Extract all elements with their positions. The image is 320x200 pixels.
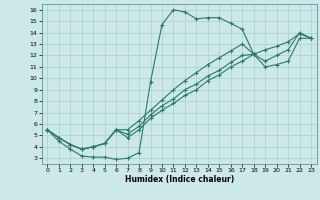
X-axis label: Humidex (Indice chaleur): Humidex (Indice chaleur) xyxy=(124,175,234,184)
